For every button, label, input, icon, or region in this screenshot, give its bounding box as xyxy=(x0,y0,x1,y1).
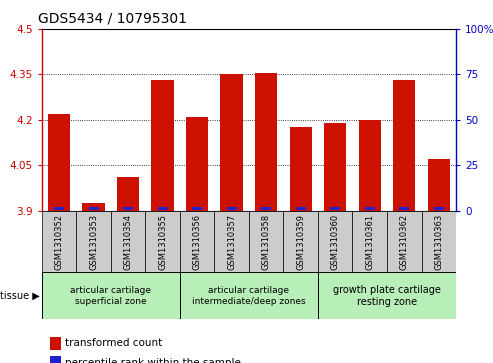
Bar xyxy=(434,207,444,209)
Bar xyxy=(296,207,306,209)
Bar xyxy=(318,211,352,272)
Bar xyxy=(324,123,347,211)
Text: growth plate cartilage
resting zone: growth plate cartilage resting zone xyxy=(333,285,441,307)
Bar xyxy=(393,81,416,211)
Text: GSM1310357: GSM1310357 xyxy=(227,213,236,270)
Text: GSM1310356: GSM1310356 xyxy=(193,213,202,270)
Bar xyxy=(158,207,168,209)
Bar xyxy=(318,272,456,319)
Bar xyxy=(76,211,111,272)
Bar xyxy=(117,177,140,211)
Bar xyxy=(214,211,249,272)
Bar xyxy=(422,211,456,272)
Bar xyxy=(249,211,283,272)
Bar xyxy=(352,211,387,272)
Text: GSM1310358: GSM1310358 xyxy=(262,213,271,270)
Bar xyxy=(48,114,70,211)
Text: GSM1310354: GSM1310354 xyxy=(124,213,133,270)
Bar xyxy=(289,127,312,211)
Bar xyxy=(180,211,214,272)
Bar xyxy=(365,207,375,209)
Text: articular cartilage
superficial zone: articular cartilage superficial zone xyxy=(70,286,151,306)
Bar xyxy=(358,120,381,211)
Bar xyxy=(123,207,133,209)
Bar xyxy=(151,81,174,211)
Text: GSM1310352: GSM1310352 xyxy=(55,213,64,270)
Bar xyxy=(255,73,278,211)
Text: GSM1310359: GSM1310359 xyxy=(296,213,305,270)
Text: GSM1310361: GSM1310361 xyxy=(365,213,374,270)
Text: transformed count: transformed count xyxy=(65,338,162,348)
Text: GSM1310355: GSM1310355 xyxy=(158,213,167,270)
Text: GSM1310363: GSM1310363 xyxy=(434,213,443,270)
Bar xyxy=(111,211,145,272)
Text: percentile rank within the sample: percentile rank within the sample xyxy=(65,358,241,363)
Text: GSM1310360: GSM1310360 xyxy=(331,213,340,270)
Bar xyxy=(330,207,340,209)
Bar xyxy=(145,211,180,272)
Text: GDS5434 / 10795301: GDS5434 / 10795301 xyxy=(38,11,187,25)
Bar xyxy=(42,211,76,272)
Text: GSM1310353: GSM1310353 xyxy=(89,213,98,270)
Bar xyxy=(54,207,64,209)
Bar xyxy=(387,211,422,272)
Bar xyxy=(427,159,450,211)
Bar xyxy=(283,211,318,272)
Bar xyxy=(82,203,105,211)
Bar xyxy=(399,207,409,209)
Bar xyxy=(186,117,209,211)
Bar xyxy=(42,272,180,319)
Bar xyxy=(89,207,99,209)
Text: articular cartilage
intermediate/deep zones: articular cartilage intermediate/deep zo… xyxy=(192,286,306,306)
Bar xyxy=(220,74,243,211)
Bar xyxy=(50,337,61,350)
Bar xyxy=(50,356,61,363)
Bar xyxy=(192,207,202,209)
Text: tissue ▶: tissue ▶ xyxy=(0,291,39,301)
Text: GSM1310362: GSM1310362 xyxy=(400,213,409,270)
Bar xyxy=(180,272,318,319)
Bar xyxy=(261,207,271,209)
Bar xyxy=(227,207,237,209)
